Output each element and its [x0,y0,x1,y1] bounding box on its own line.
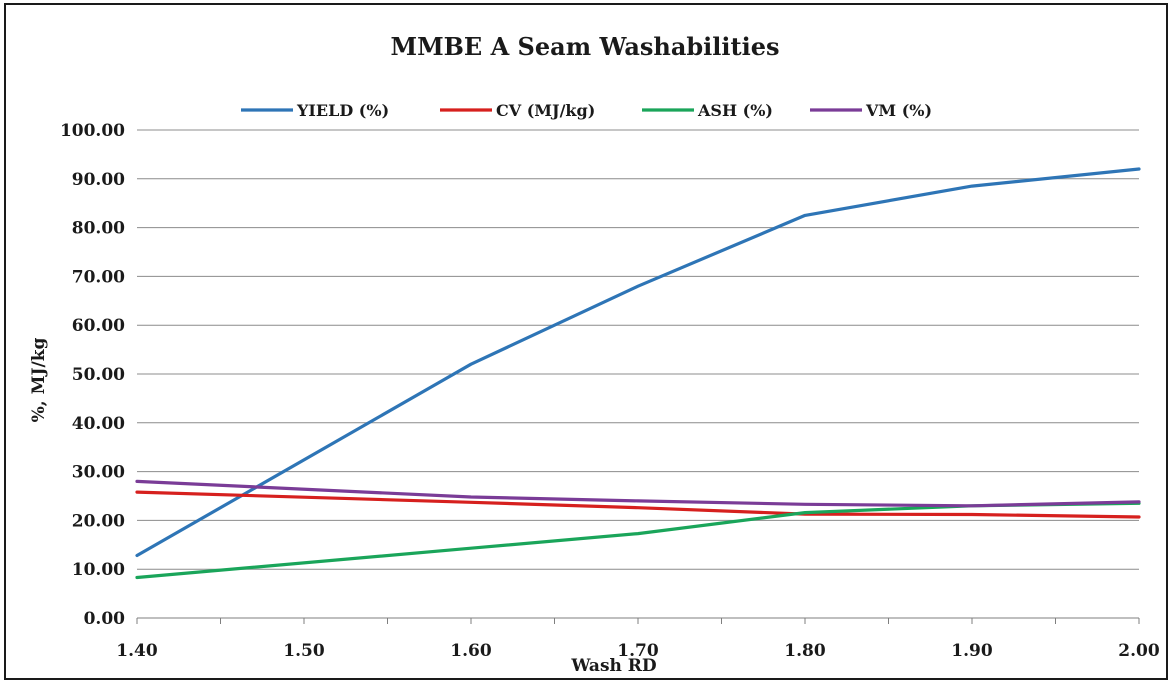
series-lines [135,167,1141,580]
y-tick-label: 50.00 [72,365,125,385]
y-tick-label: 100.00 [60,121,125,141]
legend-label: YIELD (%) [296,101,389,120]
y-tick-label: 30.00 [72,463,125,483]
x-tick-label: 1.80 [784,641,826,661]
line-chart: MMBE A Seam Washabilities YIELD (%) CV (M… [29,32,1160,676]
x-tick-label: 2.00 [1118,641,1160,661]
x-axis-ticks: 1.40 1.50 1.60 1.70 1.80 1.90 2.00 [116,617,1160,661]
y-axis-title: %, MJ/kg [29,338,49,423]
y-tick-label: 70.00 [72,267,125,287]
x-tick-label: 1.70 [617,641,659,661]
x-tick-label: 1.40 [116,641,158,661]
y-tick-label: 20.00 [72,511,125,531]
series-line [135,167,1141,558]
series-line [135,490,1141,519]
y-tick-label: 10.00 [72,560,125,580]
y-tick-label: 40.00 [72,414,125,434]
series-line [135,479,1141,508]
y-tick-label: 0.00 [84,609,126,629]
gridlines [137,129,1139,619]
x-tick-label: 1.50 [283,641,325,661]
y-tick-label: 90.00 [72,170,125,190]
legend: YIELD (%) CV (MJ/kg) ASH (%) VM (%) [241,101,932,120]
legend-label: ASH (%) [697,101,773,120]
legend-label: VM (%) [865,101,932,120]
chart-title: MMBE A Seam Washabilities [391,32,780,61]
x-tick-label: 1.90 [951,641,993,661]
y-tick-label: 60.00 [72,316,125,336]
legend-label: CV (MJ/kg) [496,101,595,120]
y-tick-label: 80.00 [72,219,125,239]
chart-frame: MMBE A Seam Washabilities YIELD (%) CV (M… [4,3,1168,680]
x-axis-title: Wash RD [570,656,657,676]
y-axis-ticks: 0.00 10.00 20.00 30.00 40.00 50.00 60.00 70.00 8… [60,121,125,629]
x-tick-label: 1.60 [450,641,492,661]
